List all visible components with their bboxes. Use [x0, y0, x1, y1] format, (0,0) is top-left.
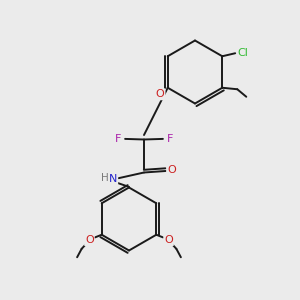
Text: H: H	[101, 173, 109, 183]
Text: F: F	[167, 134, 173, 144]
Text: O: O	[164, 235, 173, 245]
Text: O: O	[156, 89, 165, 99]
Text: O: O	[167, 165, 176, 176]
Text: F: F	[115, 134, 122, 144]
Text: N: N	[109, 174, 117, 184]
Text: O: O	[85, 235, 94, 245]
Text: Cl: Cl	[238, 48, 249, 58]
